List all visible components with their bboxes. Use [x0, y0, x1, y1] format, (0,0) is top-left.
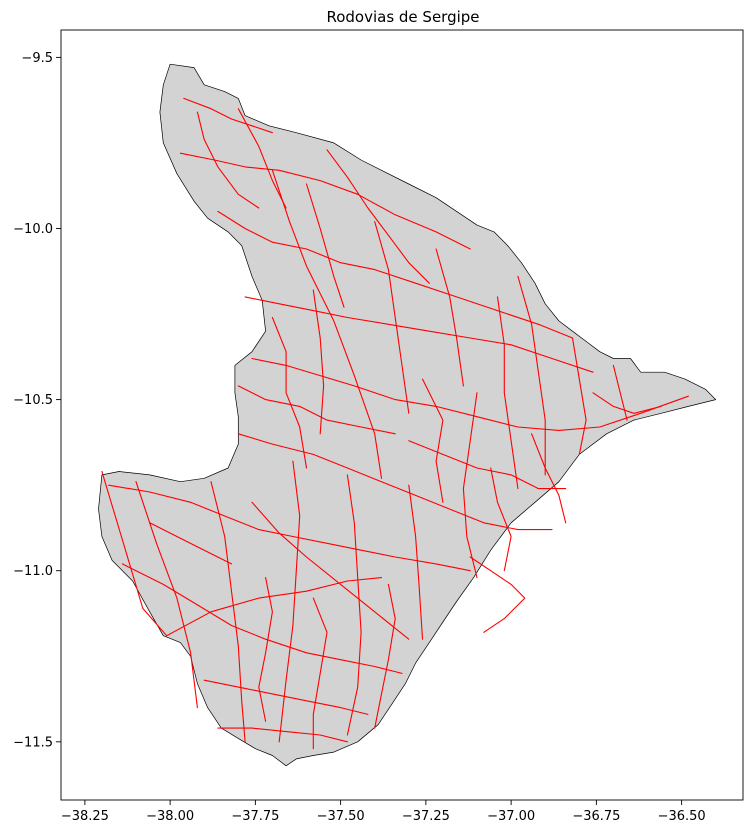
road-line-36 — [196, 111, 260, 209]
road-line-30 — [271, 316, 308, 469]
x-tick-label: −36.75 — [572, 809, 620, 824]
road-line-22 — [108, 484, 471, 572]
road-line-21 — [244, 296, 594, 373]
road-line-37 — [237, 108, 287, 209]
road-line-11 — [278, 460, 301, 743]
x-tick-label: −37.75 — [231, 809, 279, 824]
road-line-8 — [251, 501, 410, 640]
x-tick-label: −36.50 — [658, 809, 706, 824]
road-line-35 — [183, 97, 273, 134]
chart-title: Rodovias de Sergipe — [326, 8, 479, 26]
road-layer — [101, 97, 689, 750]
road-line-6 — [251, 357, 689, 431]
road-line-26 — [469, 556, 526, 633]
road-line-17 — [612, 364, 628, 421]
road-line-25 — [217, 727, 348, 743]
x-tick-label: −38.00 — [146, 809, 194, 824]
road-line-31 — [312, 289, 325, 435]
road-line-5 — [305, 183, 345, 308]
road-line-24 — [203, 679, 369, 715]
y-tick-label: −10.5 — [13, 393, 53, 408]
road-line-20 — [217, 210, 574, 339]
state-layer — [98, 63, 717, 767]
road-line-19 — [374, 221, 410, 414]
road-line-34 — [312, 597, 328, 750]
x-tick-label: −37.25 — [402, 809, 450, 824]
x-axis: −38.25 −38.00 −37.75 −37.50 −37.25 −37.00 −36.… — [61, 800, 706, 824]
road-line-15 — [517, 275, 546, 476]
x-tick-label: −37.50 — [317, 809, 365, 824]
state-polygon — [98, 63, 717, 767]
road-line-3 — [179, 152, 471, 250]
road-line-39 — [531, 433, 567, 524]
road-line-28 — [326, 149, 430, 284]
road-line-16 — [571, 337, 587, 455]
road-line-38 — [490, 467, 512, 572]
y-tick-label: −11.0 — [13, 564, 53, 579]
y-axis: −9.5 −10.0 −10.5 −11.0 −11.5 — [13, 51, 61, 750]
plot-frame — [60, 29, 744, 801]
x-tick-label: −38.25 — [61, 809, 109, 824]
road-line-23 — [121, 563, 403, 674]
road-line-29 — [237, 385, 396, 435]
road-line-43 — [258, 577, 273, 722]
road-line-14 — [462, 392, 478, 579]
road-line-1 — [101, 470, 168, 637]
y-tick-label: −11.5 — [13, 735, 53, 750]
road-line-40 — [592, 392, 662, 414]
y-tick-label: −9.5 — [21, 51, 53, 66]
x-tick-label: −37.00 — [487, 809, 535, 824]
road-line-2 — [166, 577, 383, 637]
road-line-42 — [149, 522, 233, 565]
road-line-7 — [237, 433, 553, 531]
road-line-32 — [496, 296, 519, 490]
road-line-12 — [346, 474, 362, 736]
road-line-4 — [271, 169, 383, 479]
road-line-9 — [210, 481, 246, 743]
road-line-41 — [421, 378, 444, 503]
y-tick-label: −10.0 — [13, 222, 53, 237]
road-line-33 — [374, 583, 396, 729]
road-line-18 — [435, 248, 464, 387]
